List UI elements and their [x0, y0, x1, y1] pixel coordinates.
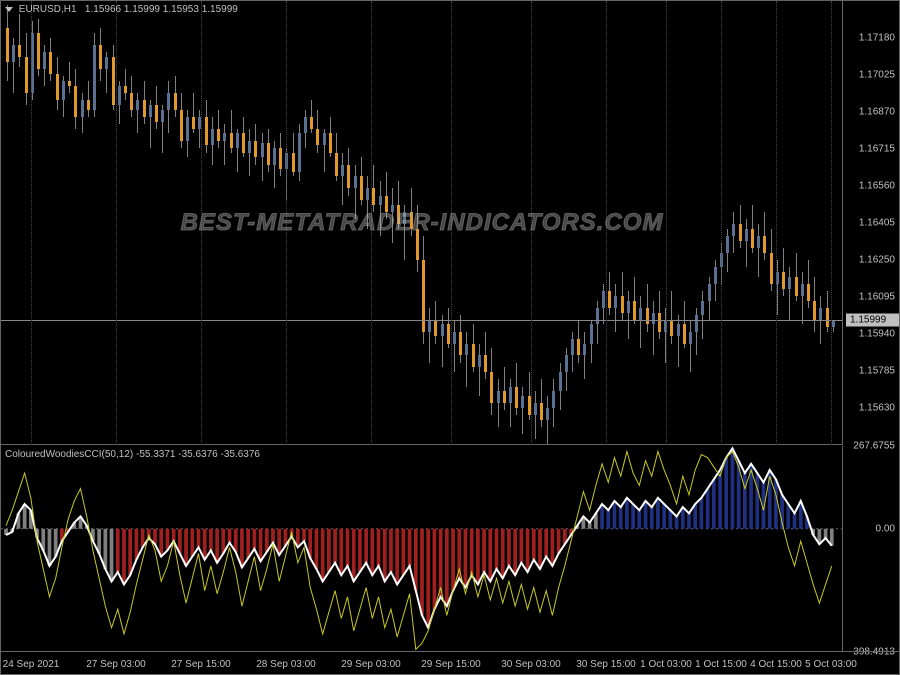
current-price-tag: 1.15999: [846, 313, 899, 326]
trading-terminal: EURUSD,H1 1.15966 1.15999 1.15953 1.1599…: [0, 0, 900, 675]
x-axis: 24 Sep 2021 27 Sep 03:00 27 Sep 15:00 28 Se…: [1, 651, 900, 674]
indicator-y-tick: 0.00: [876, 523, 895, 534]
x-tick-label: 27 Sep 15:00: [171, 659, 231, 670]
y-tick-label: 1.15630: [859, 403, 895, 414]
x-tick-label: 5 Oct 03:00: [805, 659, 857, 670]
candle-area[interactable]: [1, 1, 843, 445]
vertical-gridline: [201, 1, 202, 445]
x-tick-label: 29 Sep 15:00: [421, 659, 481, 670]
y-tick-label: 1.15785: [859, 366, 895, 377]
indicator-svg: [1, 446, 843, 652]
vertical-gridline: [776, 1, 777, 445]
indicator-header: ColouredWoodiesCCI(50,12) -55.3371 -35.6…: [5, 449, 260, 460]
x-tick-label: 4 Oct 15:00: [750, 659, 802, 670]
vertical-gridline: [451, 1, 452, 445]
y-axis-main: 1.17180 1.17025 1.16870 1.16715 1.16560 1.164…: [842, 1, 899, 445]
indicator-panel[interactable]: ColouredWoodiesCCI(50,12) -55.3371 -35.6…: [1, 446, 843, 652]
y-tick-label: 1.16715: [859, 144, 895, 155]
y-tick-label: 1.16405: [859, 218, 895, 229]
x-tick-label: 28 Sep 03:00: [256, 659, 316, 670]
vertical-gridline: [116, 1, 117, 445]
vertical-gridline: [831, 1, 832, 445]
x-tick-label: 30 Sep 03:00: [501, 659, 561, 670]
y-tick-label: 1.17025: [859, 70, 895, 81]
ohlc-label: 1.15966 1.15999 1.15953 1.15999: [85, 4, 238, 15]
x-tick-label: 29 Sep 03:00: [341, 659, 401, 670]
dropdown-icon[interactable]: [5, 7, 13, 12]
vertical-gridline: [531, 1, 532, 445]
x-tick-label: 1 Oct 15:00: [695, 659, 747, 670]
y-tick-label: 1.17180: [859, 33, 895, 44]
y-axis-indicator: 267.67550.00-398.4913: [842, 446, 899, 652]
x-tick-label: 30 Sep 15:00: [576, 659, 636, 670]
vertical-gridline: [606, 1, 607, 445]
y-tick-label: 1.16870: [859, 107, 895, 118]
main-chart[interactable]: EURUSD,H1 1.15966 1.15999 1.15953 1.1599…: [1, 1, 843, 445]
current-price-line: [1, 320, 843, 321]
vertical-gridline: [31, 1, 32, 445]
symbol-label: EURUSD,H1: [19, 4, 77, 15]
vertical-gridline: [721, 1, 722, 445]
x-tick-label: 24 Sep 2021: [3, 659, 60, 670]
indicator-y-tick: 267.6755: [853, 441, 895, 452]
x-tick-label: 27 Sep 03:00: [86, 659, 146, 670]
vertical-gridline: [286, 1, 287, 445]
x-tick-label: 1 Oct 03:00: [640, 659, 692, 670]
chart-header: EURUSD,H1 1.15966 1.15999 1.15953 1.1599…: [5, 4, 238, 15]
y-tick-label: 1.16095: [859, 292, 895, 303]
vertical-gridline: [666, 1, 667, 445]
y-tick-label: 1.16250: [859, 255, 895, 266]
y-tick-label: 1.15940: [859, 329, 895, 340]
y-tick-label: 1.16560: [859, 181, 895, 192]
vertical-gridline: [371, 1, 372, 445]
